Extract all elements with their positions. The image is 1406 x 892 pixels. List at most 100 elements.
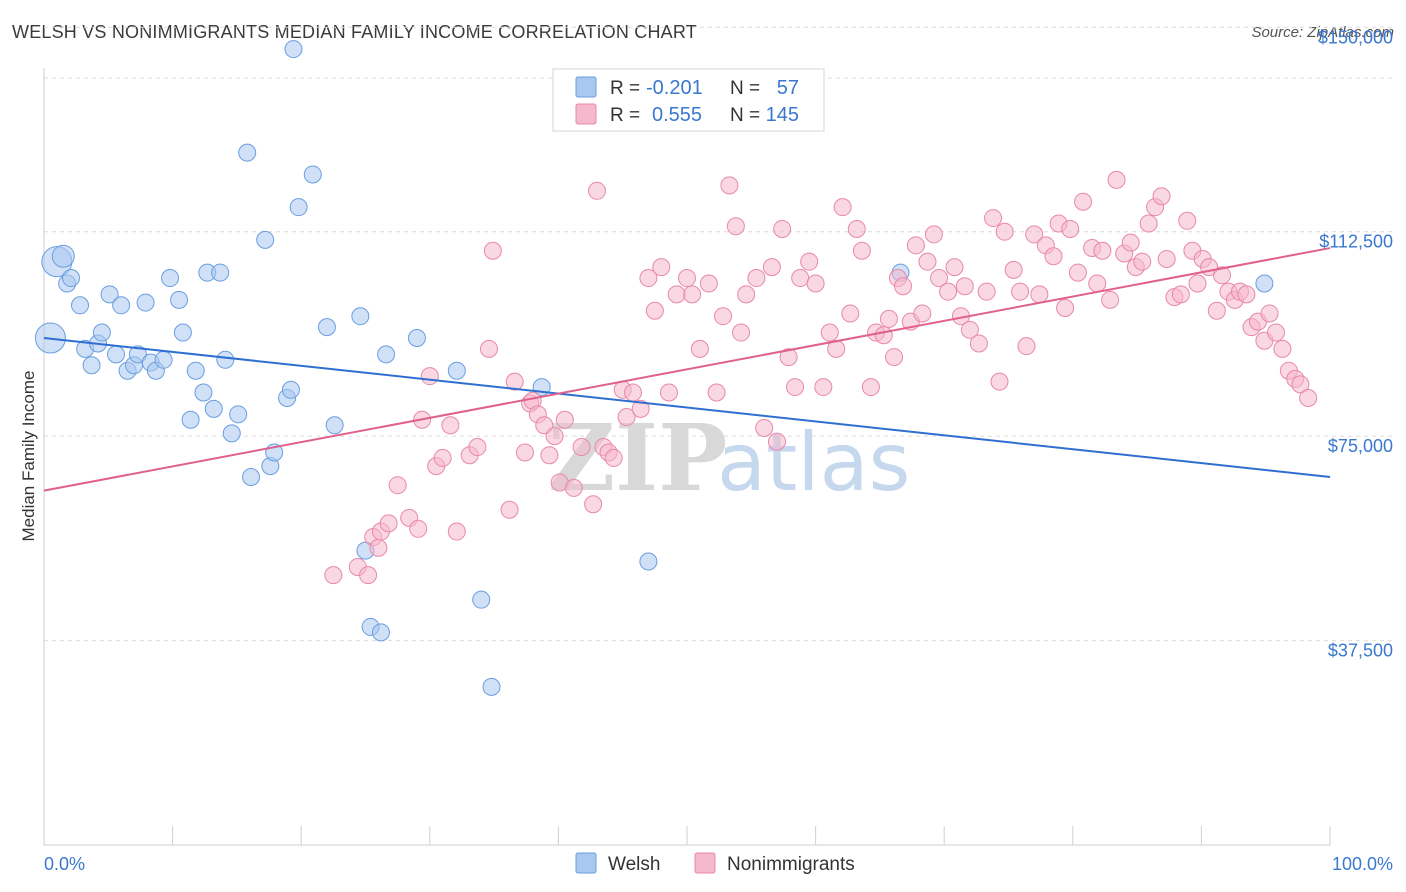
nonimmigrant-point-47: [678, 269, 696, 288]
nonimmigrant-point-37: [604, 448, 623, 467]
nonimmigrant-point-51: [707, 383, 726, 402]
legend-welsh-n-label: N =: [730, 78, 760, 99]
nonimmigrant-point-39: [617, 408, 636, 427]
nonimmigrant-point-2: [359, 566, 378, 585]
bottom-legend-non-label[interactable]: Nonimmigrants: [727, 854, 855, 875]
bottom-legend-welsh-label[interactable]: Welsh: [608, 854, 660, 875]
welsh-point-16: [136, 293, 155, 312]
welsh-point-15: [128, 345, 147, 364]
nonimmigrant-point-110: [1088, 274, 1107, 293]
welsh-point-28: [211, 263, 230, 282]
nonimmigrant-point-42: [639, 269, 658, 288]
nonimmigrant-point-22: [515, 443, 534, 462]
nonimmigrant-point-6: [379, 514, 398, 533]
welsh-point-23: [181, 410, 200, 429]
nonimmigrant-point-134: [1237, 285, 1256, 304]
x-tick-max-label: 100.0%: [1332, 854, 1393, 874]
welsh-points: [34, 40, 1274, 696]
x-axis-ticks: [43, 826, 1331, 845]
nonimmigrant-point-41: [631, 399, 650, 418]
nonimmigrant-point-56: [737, 285, 756, 304]
welsh-point-7: [82, 356, 101, 375]
welsh-point-50: [447, 361, 466, 380]
nonimmigrant-point-84: [918, 252, 937, 271]
nonimmigrant-point-126: [1188, 274, 1207, 293]
nonimmigrant-point-44: [652, 258, 671, 277]
welsh-point-48: [377, 345, 396, 364]
welsh-point-47: [371, 623, 390, 642]
welsh-point-56: [1255, 274, 1274, 293]
nonimmigrant-point-130: [1212, 266, 1231, 285]
nonimmigrant-point-112: [1101, 290, 1120, 309]
welsh-point-54: [639, 552, 658, 571]
nonimmigrant-point-80: [894, 277, 913, 296]
nonimmigrant-point-34: [587, 181, 606, 200]
legend-box: R = -0.201 N = 57 R = 0.555 N = 145: [552, 68, 825, 132]
legend-non-r-value: 0.555: [652, 104, 702, 126]
nonimmigrant-point-70: [833, 198, 852, 217]
nonimmigrant-point-76: [874, 326, 893, 345]
nonimmigrant-point-14: [441, 416, 460, 435]
legend-welsh-r-value: -0.201: [646, 77, 703, 99]
nonimmigrant-point-103: [1044, 247, 1063, 266]
nonimmigrant-point-144: [1299, 388, 1318, 407]
nonimmigrant-point-21: [505, 372, 524, 391]
nonimmigrant-point-17: [468, 438, 487, 457]
y-tick-label-3: $150,000: [1318, 27, 1393, 47]
nonimmigrant-point-129: [1207, 301, 1226, 320]
nonimmigrant-point-18: [479, 339, 498, 358]
welsh-point-27: [204, 399, 223, 418]
welsh-point-51: [472, 590, 491, 609]
legend-welsh-n-value: 57: [777, 77, 799, 99]
nonimmigrant-point-15: [447, 522, 466, 541]
nonimmigrant-point-60: [768, 432, 787, 451]
nonimmigrant-point-123: [1171, 285, 1190, 304]
welsh-point-30: [222, 424, 241, 443]
welsh-point-22: [173, 323, 192, 342]
welsh-point-11: [107, 345, 126, 364]
nonimmigrant-point-49: [690, 339, 709, 358]
bottom-legend-welsh-swatch[interactable]: [575, 852, 597, 874]
nonimmigrant-point-117: [1133, 252, 1152, 271]
welsh-point-4: [62, 269, 81, 288]
welsh-point-39: [284, 40, 303, 59]
nonimmigrant-point-121: [1157, 249, 1176, 268]
nonimmigrant-point-111: [1093, 241, 1112, 260]
nonimmigrant-point-86: [930, 269, 949, 288]
nonimmigrant-point-106: [1061, 219, 1080, 238]
nonimmigrant-point-53: [720, 176, 739, 195]
nonimmigrant-point-0: [324, 566, 343, 585]
bottom-legend: Welsh Nonimmigrants: [575, 852, 855, 875]
nonimmigrant-point-57: [747, 269, 766, 288]
nonimmigrant-point-72: [847, 219, 866, 238]
nonimmigrant-point-52: [714, 307, 733, 326]
nonimmigrant-point-98: [1011, 282, 1030, 301]
welsh-point-20: [161, 269, 180, 288]
nonimmigrant-point-95: [990, 372, 1009, 391]
legend-non-n-value: 145: [766, 104, 799, 126]
nonimmigrant-point-40: [623, 383, 642, 402]
nonimmigrant-point-124: [1178, 211, 1197, 230]
welsh-point-38: [281, 380, 300, 399]
nonimmigrant-point-65: [800, 252, 819, 271]
legend-non-r-label: R =: [610, 105, 640, 126]
nonimmigrant-point-9: [409, 519, 428, 538]
welsh-point-21: [170, 290, 189, 309]
bottom-legend-non-swatch[interactable]: [694, 852, 716, 874]
welsh-point-31: [229, 405, 248, 424]
nonimmigrant-point-54: [726, 217, 745, 236]
nonimmigrant-point-99: [1017, 337, 1036, 356]
nonimmigrant-point-74: [861, 378, 880, 397]
nonimmigrant-point-77: [879, 309, 898, 328]
x-tick-min-label: 0.0%: [44, 854, 85, 874]
welsh-point-41: [303, 165, 322, 184]
nonimmigrant-point-33: [584, 495, 603, 514]
nonimmigrant-point-48: [683, 285, 702, 304]
nonimmigrant-point-50: [699, 274, 718, 293]
nonimmigrant-point-63: [786, 378, 805, 397]
nonimmigrant-point-27: [540, 446, 559, 465]
welsh-point-29: [216, 350, 235, 369]
nonimmigrant-point-140: [1273, 339, 1292, 358]
nonimmigrant-point-94: [984, 209, 1003, 228]
nonimmigrant-point-139: [1266, 323, 1285, 342]
